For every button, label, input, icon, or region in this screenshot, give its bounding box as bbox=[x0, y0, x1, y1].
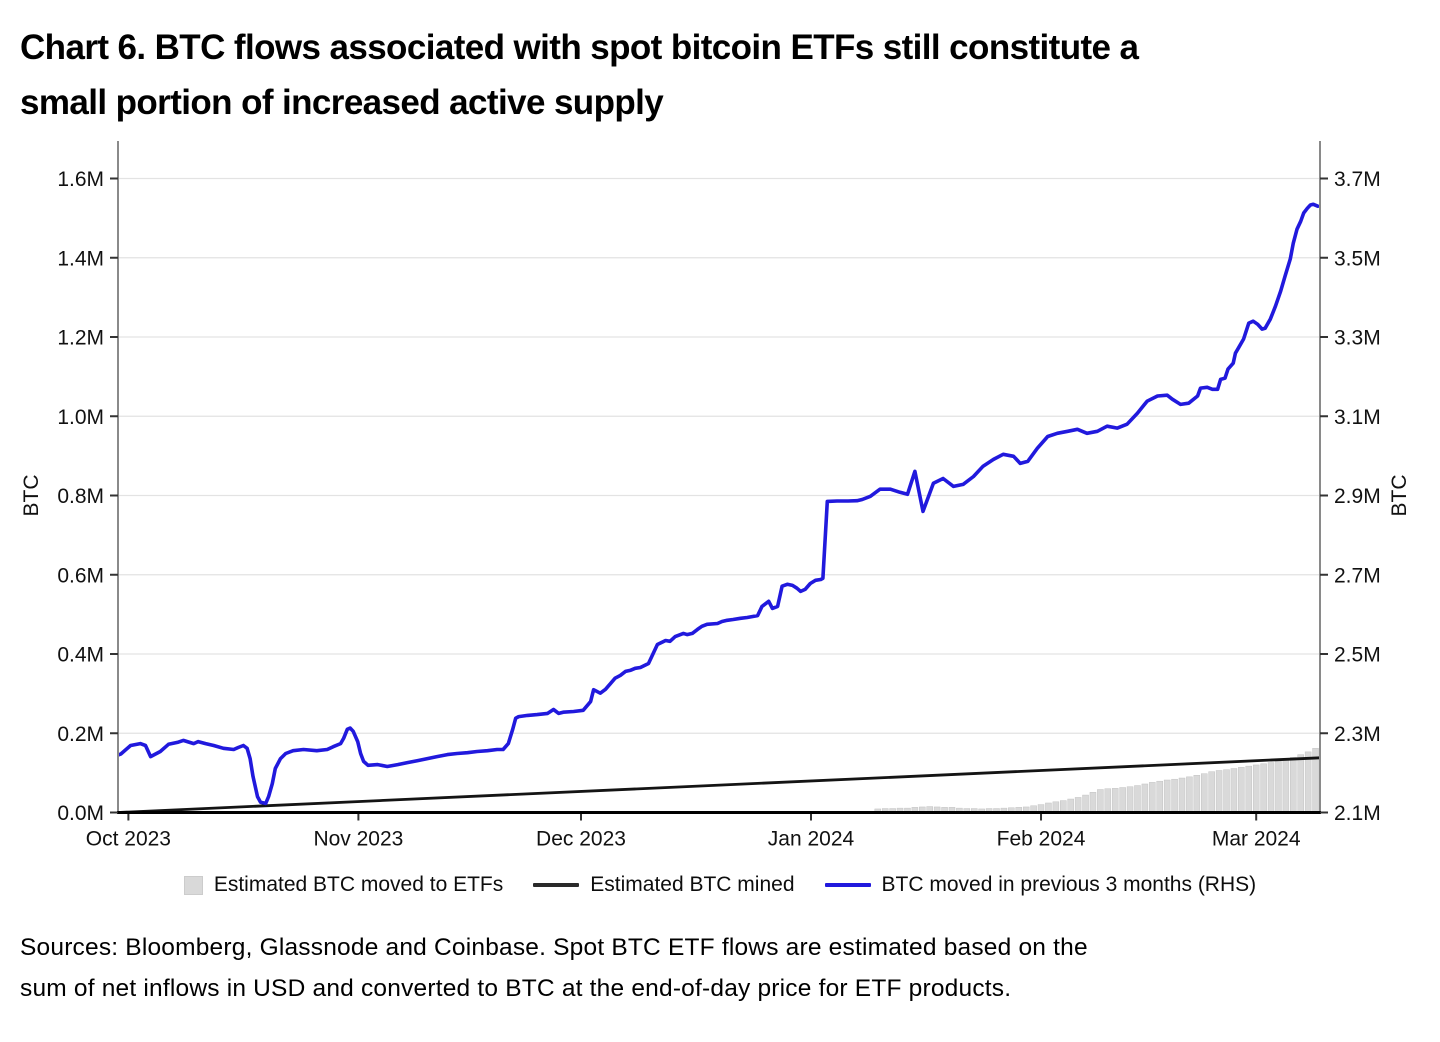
legend-label: Estimated BTC mined bbox=[590, 873, 795, 896]
source-note: Sources: Bloomberg, Glassnode and Coinba… bbox=[20, 927, 1420, 1009]
right-tick-label: 2.1M bbox=[1334, 802, 1381, 825]
left-tick-label: 1.0M bbox=[57, 406, 104, 429]
right-tick-label: 2.3M bbox=[1334, 723, 1381, 746]
chart-area: 0.0M 0.2M 0.4M 0.6M 0.8M 1.0M 1.2M 1.4M 1.6M 2.1M… bbox=[0, 136, 1440, 851]
btc-moved-line bbox=[118, 202, 1320, 806]
left-tick-label: 1.6M bbox=[57, 168, 104, 191]
x-tick-label: Jan 2024 bbox=[768, 828, 855, 851]
page: Chart 6. BTC flows associated with spot … bbox=[0, 20, 1440, 1042]
left-tick-label: 0.2M bbox=[57, 723, 104, 746]
btc-mined-line bbox=[118, 756, 1320, 813]
legend-item-btc-moved: BTC moved in previous 3 months (RHS) bbox=[824, 873, 1257, 897]
source-note-line1: Sources: Bloomberg, Glassnode and Coinba… bbox=[20, 934, 1088, 961]
chart-title-line2: small portion of increased active supply bbox=[20, 83, 664, 122]
chart-title: Chart 6. BTC flows associated with spot … bbox=[20, 20, 1440, 130]
left-tick-label: 0.8M bbox=[57, 485, 104, 508]
right-tick-label: 3.1M bbox=[1334, 406, 1381, 429]
right-tick-label: 2.5M bbox=[1334, 644, 1381, 667]
right-tick-label: 3.5M bbox=[1334, 247, 1381, 270]
legend-label: BTC moved in previous 3 months (RHS) bbox=[881, 873, 1257, 896]
left-tick-label: 0.0M bbox=[57, 802, 104, 825]
right-tick-label: 2.9M bbox=[1334, 485, 1381, 508]
right-axis-title: BTC bbox=[1388, 475, 1411, 517]
right-tick-label: 3.7M bbox=[1334, 168, 1381, 191]
plot-series bbox=[118, 202, 1320, 813]
right-tick-label: 2.7M bbox=[1334, 564, 1381, 587]
chart-title-line1: Chart 6. BTC flows associated with spot … bbox=[20, 28, 1139, 67]
btc-mined-swatch-icon bbox=[533, 883, 580, 887]
legend-item-btc-mined: Estimated BTC mined bbox=[533, 873, 795, 897]
left-tick-label: 1.4M bbox=[57, 247, 104, 270]
left-tick-label: 0.4M bbox=[57, 644, 104, 667]
right-tick-label: 3.3M bbox=[1334, 327, 1381, 350]
legend-label: Estimated BTC moved to ETFs bbox=[213, 873, 504, 896]
x-tick-label: Dec 2023 bbox=[536, 828, 626, 851]
x-tick-label: Feb 2024 bbox=[997, 828, 1086, 851]
etf-flow-bars bbox=[874, 748, 1319, 813]
source-note-line2: sum of net inflows in USD and converted … bbox=[20, 975, 1012, 1002]
left-axis-title: BTC bbox=[20, 475, 43, 517]
chart-canvas: 0.0M 0.2M 0.4M 0.6M 0.8M 1.0M 1.2M 1.4M 1.6M 2.1M… bbox=[20, 141, 1411, 851]
x-tick-label: Mar 2024 bbox=[1212, 828, 1301, 851]
left-tick-label: 1.2M bbox=[57, 327, 104, 350]
btc-moved-swatch-icon bbox=[824, 883, 871, 887]
chart-legend: Estimated BTC moved to ETFs Estimated BTC… bbox=[0, 873, 1440, 897]
etf-bars-swatch-icon bbox=[183, 875, 203, 895]
x-tick-label: Oct 2023 bbox=[86, 828, 171, 851]
x-tick-label: Nov 2023 bbox=[313, 828, 403, 851]
legend-item-etf-bars: Estimated BTC moved to ETFs bbox=[183, 873, 504, 897]
left-tick-label: 0.6M bbox=[57, 564, 104, 587]
